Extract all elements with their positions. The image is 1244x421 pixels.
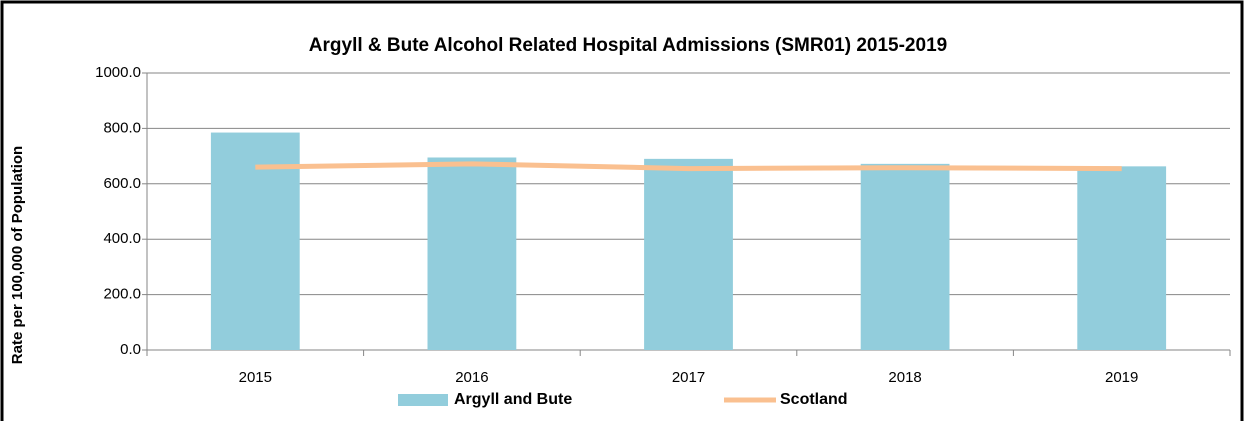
- bar: [860, 163, 950, 350]
- x-tick-label: 2019: [1105, 369, 1138, 386]
- y-tick-label: 1000.0: [95, 64, 141, 81]
- legend-swatch: [398, 394, 448, 406]
- x-tick-label: 2017: [672, 369, 705, 386]
- y-tick-label: 400.0: [103, 230, 141, 247]
- line: [255, 161, 1122, 172]
- y-axis-title: Rate per 100,000 of Population: [9, 146, 26, 364]
- legend-label: Argyll and Bute: [454, 391, 572, 408]
- x-tick-label: 2016: [455, 369, 488, 386]
- chart-title: Argyll & Bute Alcohol Related Hospital A…: [309, 35, 947, 56]
- legend-label: Scotland: [780, 391, 848, 408]
- y-tick-label: 0.0: [120, 341, 141, 358]
- y-tick-label: 800.0: [103, 119, 141, 136]
- x-tick-label: 2018: [888, 369, 921, 386]
- bar: [644, 158, 733, 350]
- x-tick-label: 2015: [239, 369, 272, 386]
- bar: [427, 157, 517, 350]
- y-tick-label: 600.0: [103, 175, 141, 192]
- y-tick-label: 200.0: [103, 286, 141, 303]
- bar: [1077, 166, 1167, 350]
